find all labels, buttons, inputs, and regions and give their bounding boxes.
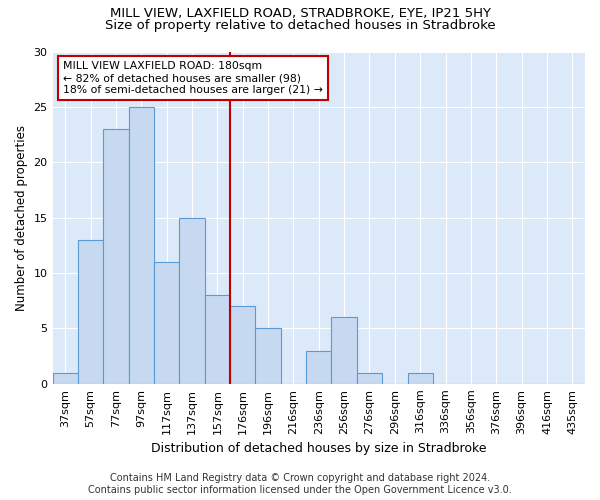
- Text: MILL VIEW LAXFIELD ROAD: 180sqm
← 82% of detached houses are smaller (98)
18% of: MILL VIEW LAXFIELD ROAD: 180sqm ← 82% of…: [63, 62, 323, 94]
- Bar: [53, 372, 78, 384]
- Bar: [357, 372, 382, 384]
- Text: MILL VIEW, LAXFIELD ROAD, STRADBROKE, EYE, IP21 5HY: MILL VIEW, LAXFIELD ROAD, STRADBROKE, EY…: [110, 8, 491, 20]
- Y-axis label: Number of detached properties: Number of detached properties: [15, 124, 28, 310]
- Bar: [78, 240, 103, 384]
- Bar: [205, 295, 230, 384]
- Bar: [230, 306, 256, 384]
- Bar: [256, 328, 281, 384]
- Text: Contains HM Land Registry data © Crown copyright and database right 2024.
Contai: Contains HM Land Registry data © Crown c…: [88, 474, 512, 495]
- Bar: [154, 262, 179, 384]
- Bar: [331, 318, 357, 384]
- Bar: [306, 350, 331, 384]
- Bar: [179, 218, 205, 384]
- Bar: [128, 107, 154, 384]
- X-axis label: Distribution of detached houses by size in Stradbroke: Distribution of detached houses by size …: [151, 442, 487, 455]
- Bar: [407, 372, 433, 384]
- Text: Size of property relative to detached houses in Stradbroke: Size of property relative to detached ho…: [104, 18, 496, 32]
- Bar: [103, 129, 128, 384]
